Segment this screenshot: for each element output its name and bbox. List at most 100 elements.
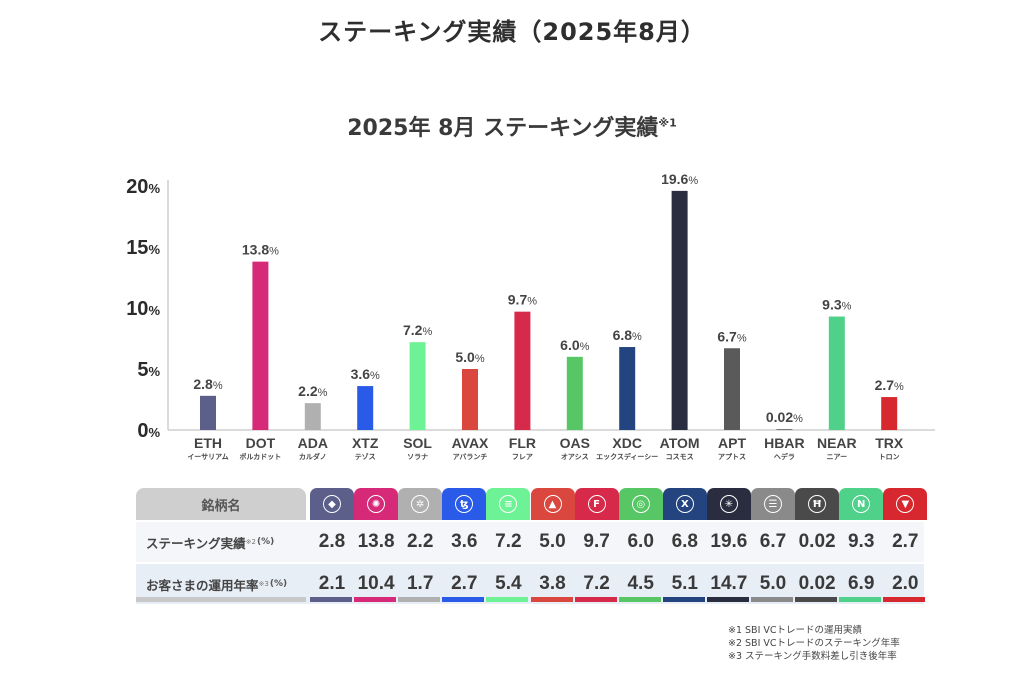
bar-atom [671, 190, 688, 430]
color-bar-avax [530, 597, 573, 602]
bar-xdc [619, 347, 636, 430]
x-tick-label: DOT [246, 435, 276, 451]
table-cell: 2.7 [451, 573, 478, 594]
coin-header-trx: ▼ [883, 488, 928, 520]
table-cell: 7.2 [495, 531, 522, 552]
aptos-icon: ☰ [764, 495, 782, 513]
avalanche-icon: ▲ [543, 495, 562, 513]
bar-xtz [357, 386, 374, 430]
x-tick-sublabel: ポルカドット [240, 452, 282, 461]
x-tick-label: TRX [875, 435, 904, 451]
footnote: ※1 SBI VCトレードの運用実績 [728, 625, 863, 636]
bar-trx [881, 397, 898, 430]
x-tick-label: FLR [509, 435, 536, 451]
table-cell: 10.4 [357, 573, 395, 594]
color-bar-dot [354, 597, 397, 602]
row-label-text: お客さまの運用年率 [146, 577, 259, 593]
bar-apt [724, 348, 740, 430]
y-tick-label: 5% [137, 359, 160, 381]
x-tick-sublabel: ニアー [827, 453, 848, 461]
x-tick-label: ADA [298, 435, 328, 451]
value-label: 6.7% [717, 328, 746, 344]
x-tick-label: OAS [560, 435, 590, 451]
x-tick-label: SOL [403, 435, 432, 451]
color-bar-eth [310, 597, 352, 602]
polkadot-icon: ✺ [367, 495, 386, 513]
coin-header-oas: ◎ [618, 488, 663, 520]
x-tick-sublabel: オアシス [561, 453, 589, 461]
color-bar-xdc [662, 597, 705, 602]
y-tick-label: 10% [126, 298, 160, 320]
color-bar-ada [398, 597, 441, 602]
color-bar-trx [883, 597, 926, 602]
y-tick-label: 20% [126, 176, 160, 198]
row-note: ※2 [245, 538, 256, 546]
x-tick-label: ATOM [660, 435, 700, 451]
table-cell: 19.6 [710, 531, 748, 552]
table-cell: 3.8 [539, 573, 566, 594]
footnote: ※2 SBI VCトレードのステーキング年率 [728, 638, 900, 649]
table-cell: 6.8 [671, 531, 698, 552]
page-title: ステーキング実績（2025年8月） [318, 18, 706, 46]
x-tick-label: XDC [612, 435, 642, 451]
table-footer-bar [136, 597, 306, 602]
table-cell: 6.0 [627, 531, 654, 552]
coin-header-hbar: Ħ [795, 488, 840, 520]
x-tick-sublabel: イーサリアム [187, 453, 228, 461]
table-cell: 6.7 [759, 531, 787, 552]
color-bar-flr [574, 597, 617, 602]
table-cell: 2.7 [892, 531, 919, 552]
table-cell: 2.1 [318, 573, 346, 594]
chart-title-text: 2025年 8月 ステーキング実績 [347, 116, 659, 141]
x-tick-sublabel: ヘデラ [774, 452, 795, 461]
table-cell: 3.6 [451, 531, 478, 552]
row-label-text: ステーキング実績 [146, 535, 246, 551]
color-bar-oas [618, 597, 661, 602]
table-header-label: 銘柄名 [136, 488, 306, 520]
value-label: 3.6% [351, 366, 380, 382]
x-tick-sublabel: アプトス [718, 452, 746, 461]
hedera-icon: Ħ [808, 495, 827, 513]
value-label: 6.8% [613, 327, 642, 343]
bar-oas [566, 356, 583, 430]
coin-header-apt: ☰ [751, 488, 795, 520]
x-tick-sublabel: ソラナ [407, 453, 428, 461]
x-tick-sublabel: アバランチ [453, 453, 488, 461]
value-label: 2.7% [875, 377, 904, 393]
table-cell: 1.7 [406, 573, 434, 594]
table-cell: 0.02 [798, 573, 836, 594]
bar-ada [304, 403, 321, 430]
coin-header-sol: ≡ [486, 488, 531, 520]
cosmos-icon: ✳ [719, 495, 738, 513]
color-bar-atom [706, 597, 749, 602]
value-label: 9.3% [822, 297, 851, 313]
coin-header-avax: ▲ [530, 488, 575, 520]
value-label: 0.02% [766, 409, 803, 425]
row-note: ※3 [258, 580, 269, 588]
x-tick-label: NEAR [817, 435, 857, 451]
coin-header-xtz: ꜩ [442, 488, 487, 520]
color-bar-apt [751, 597, 793, 602]
y-tick-label: 15% [126, 237, 160, 259]
table-cell: 9.3 [847, 531, 875, 552]
oasys-icon: ◎ [631, 495, 650, 513]
color-bar-xtz [442, 597, 485, 602]
table-cell: 5.1 [671, 573, 698, 594]
table-cell: 5.4 [495, 573, 522, 594]
x-tick-sublabel: エックスディーシー [596, 452, 658, 461]
x-tick-sublabel: テゾス [355, 452, 376, 461]
table-cell: 2.2 [406, 531, 434, 552]
near-icon: N [852, 495, 871, 513]
tezos-icon: ꜩ [455, 495, 474, 513]
coin-header-near: N [839, 488, 884, 520]
coin-header-dot: ✺ [354, 488, 399, 520]
table-cell: 5.0 [539, 531, 566, 552]
table-cell: 14.7 [710, 573, 748, 594]
x-tick-label: HBAR [764, 435, 804, 451]
color-bar-hbar [795, 597, 838, 602]
table-cell: 5.0 [759, 573, 787, 594]
y-tick-label: 0% [137, 420, 160, 442]
row-background-staking [136, 522, 924, 562]
x-tick-sublabel: フレア [512, 453, 533, 461]
x-tick-label: XTZ [352, 435, 379, 451]
